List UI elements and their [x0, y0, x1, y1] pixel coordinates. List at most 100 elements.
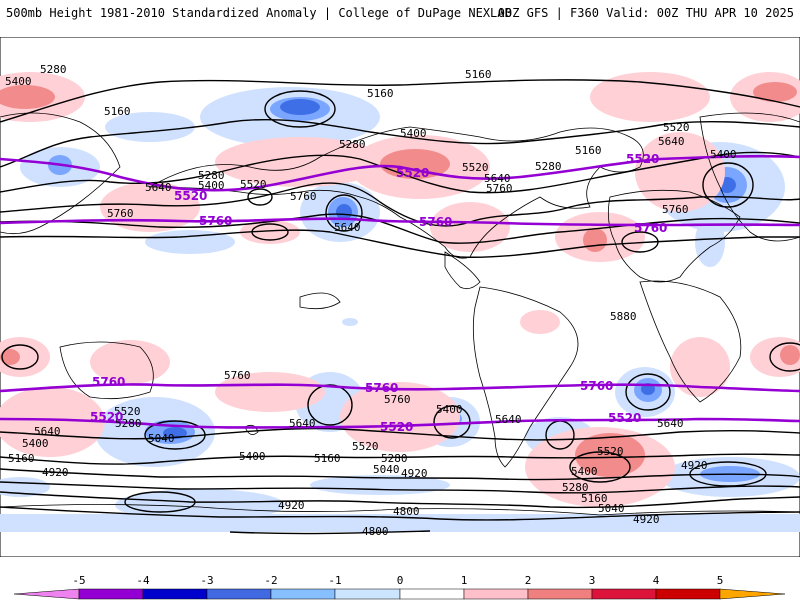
coastlines — [0, 112, 800, 516]
colorbar-tick: 0 — [397, 574, 404, 587]
colorbar-tick: 1 — [461, 574, 468, 587]
contour-label: 5640 — [34, 425, 61, 438]
pos-anomaly-light — [0, 72, 800, 507]
colorbar-tick: -5 — [72, 574, 85, 587]
highlight-5520-south — [0, 417, 800, 429]
central-america-outline — [444, 251, 481, 290]
africa-south-outline — [639, 280, 742, 403]
contour-label: 5760 — [107, 207, 134, 220]
colorbar-seg-m3-m2 — [206, 588, 272, 600]
colorbar-seg-m2-m1 — [270, 588, 336, 600]
contour-5160-south — [0, 491, 800, 509]
contour-label: 5040 — [373, 463, 400, 476]
contour-label: 5280 — [115, 417, 142, 430]
high-indian-contour — [1, 344, 39, 370]
contour-label: 5400 — [22, 437, 49, 450]
map-title: 500mb Height 1981-2010 Standardized Anom… — [6, 6, 512, 20]
contour-5640-south — [0, 453, 800, 465]
contour-label: 5160 — [581, 492, 608, 505]
contour-4800-south — [229, 530, 431, 535]
colorbar-segments — [13, 588, 786, 600]
colorbar-seg-p4-p5 — [655, 588, 721, 600]
contour-label: 5160 — [367, 87, 394, 100]
model-run-info: 00Z GFS | F360 Valid: 00Z THU APR 10 202… — [497, 6, 794, 20]
highlight-label: 5520 — [626, 152, 659, 166]
north-america-outline — [148, 126, 644, 259]
contour-label: 4920 — [681, 459, 708, 472]
contour-label: 5400 — [400, 127, 427, 140]
contour-5640-north — [0, 213, 800, 244]
contour-label: 5640 — [484, 172, 511, 185]
highlight-5520-north — [0, 154, 800, 192]
colorbar-tick: -1 — [328, 574, 341, 587]
colorbar-tick: -3 — [200, 574, 213, 587]
highlight-label: 5520 — [608, 411, 641, 425]
europe-africa-north-outline — [607, 189, 741, 283]
contour-label: 5640 — [657, 417, 684, 430]
contour-label: 5520 — [597, 445, 624, 458]
contour-label: 5280 — [381, 452, 408, 465]
contour-5760-north — [0, 229, 800, 258]
pos-anomaly-medium — [0, 82, 800, 477]
new-zealand-outline — [244, 424, 259, 435]
neg-anomaly-strong — [163, 99, 736, 439]
contour-label: 4920 — [278, 499, 305, 512]
contour-label: 5040 — [148, 432, 175, 445]
colorbar-seg-p1-p2 — [463, 588, 529, 600]
contour-5280-north — [0, 118, 800, 168]
contour-5520-south — [0, 468, 800, 481]
contour-label: 5640 — [495, 413, 522, 426]
contour-label: 5520 — [352, 440, 379, 453]
colorbar-tick: 4 — [653, 574, 660, 587]
contour-label: 4920 — [401, 467, 428, 480]
low-south-pacific-contour — [124, 491, 196, 513]
highlight-label: 5760 — [580, 379, 613, 393]
contour-5400-south — [0, 481, 800, 494]
highlight-label: 5520 — [90, 410, 123, 424]
colorbar: -5 -4 -3 -2 -1 0 1 2 3 4 5 — [13, 574, 786, 600]
highlight-label: 5760 — [634, 221, 667, 235]
contour-label: 5760 — [290, 190, 317, 203]
highlight-label: 5520 — [380, 420, 413, 434]
contour-5160-north — [0, 79, 800, 123]
colorbar-tick: 2 — [525, 574, 532, 587]
contour-label: 5640 — [289, 417, 316, 430]
colorbar-seg-p3-p4 — [591, 588, 657, 600]
contour-label: 5160 — [8, 452, 35, 465]
contour-label: 5520 — [663, 121, 690, 134]
contour-label: 5160 — [465, 68, 492, 81]
contour-label: 5640 — [334, 221, 361, 234]
contour-label: 5280 — [562, 481, 589, 494]
contour-label: 5160 — [575, 144, 602, 157]
colorbar-seg-0-p1 — [399, 588, 465, 600]
highlight-label: 5520 — [396, 166, 429, 180]
highlight-label: 5520 — [174, 189, 207, 203]
contour-5400-north — [0, 151, 800, 194]
highlight-label: 5760 — [92, 375, 125, 389]
colorbar-seg-m4-m3 — [142, 588, 208, 600]
contour-5760-south — [0, 427, 800, 441]
contour-label: 5400 — [239, 450, 266, 463]
colorbar-tick: 3 — [589, 574, 596, 587]
low-europe-contour — [702, 162, 754, 208]
contour-label: 5400 — [571, 465, 598, 478]
south-america-outline — [472, 286, 579, 468]
high-east-contour — [769, 342, 800, 372]
highlight-contours — [0, 154, 800, 429]
contour-label: 5760 — [384, 393, 411, 406]
contour-label: 5160 — [314, 452, 341, 465]
colorbar-tick: -2 — [264, 574, 277, 587]
contour-label: 5640 — [145, 181, 172, 194]
highlight-label: 5760 — [365, 381, 398, 395]
contour-label: 5760 — [662, 203, 689, 216]
highlight-5760-north — [0, 217, 800, 227]
anomaly-map: 5280 5400 5160 5160 5160 5280 5400 5520 … — [0, 37, 800, 557]
contour-label: 5160 — [104, 105, 131, 118]
contour-label: 5880 — [610, 310, 637, 323]
contour-label: 4920 — [633, 513, 660, 526]
colorbar-ticks: -5 -4 -3 -2 -1 0 1 2 3 4 5 — [72, 574, 723, 587]
colorbar-seg-m1-0 — [334, 588, 401, 600]
colorbar-seg-p2-p3 — [527, 588, 593, 600]
contour-label: 5280 — [535, 160, 562, 173]
small-high-atlantic-contour — [621, 231, 659, 253]
